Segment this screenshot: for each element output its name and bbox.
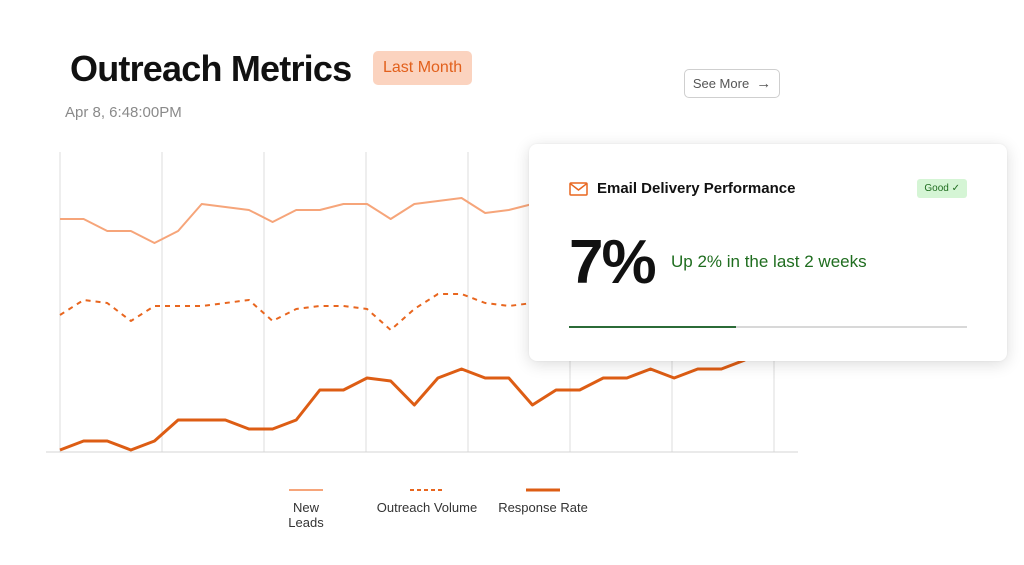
progress-fill: [569, 326, 737, 328]
card-header: Email Delivery Performance: [569, 180, 795, 197]
legend-swatch-response-rate: [526, 488, 560, 492]
see-more-button[interactable]: See More →: [684, 69, 780, 98]
legend-item-outreach-volume: Outreach Volume: [373, 488, 481, 515]
page-title: Outreach Metrics: [70, 48, 352, 89]
legend-item-new-leads: New Leads: [274, 488, 338, 530]
legend-label-response-rate: Response Rate: [498, 500, 588, 515]
timestamp: Apr 8, 6:48:00PM: [65, 104, 182, 121]
series-line-response-rate: [59, 358, 746, 452]
mail-icon: [569, 181, 588, 196]
legend-item-response-rate: Response Rate: [497, 488, 589, 515]
arrow-right-icon: →: [756, 75, 772, 92]
chart-legend: New Leads Outreach Volume Response Rate: [0, 488, 700, 530]
status-label: Good: [924, 183, 949, 194]
card-title: Email Delivery Performance: [597, 180, 796, 197]
legend-swatch-new-leads: [289, 489, 323, 491]
period-badge[interactable]: Last Month: [373, 51, 473, 85]
email-delivery-card[interactable]: Email Delivery Performance Good ✓ 7% Up …: [529, 144, 1007, 361]
status-badge: Good ✓: [917, 179, 967, 198]
metric-value: 7%: [569, 228, 657, 297]
legend-label-new-leads: New Leads: [288, 500, 324, 530]
progress-track: [569, 326, 967, 328]
check-icon: ✓: [951, 183, 960, 194]
metric-trend: Up 2% in the last 2 weeks: [671, 252, 867, 271]
legend-label-outreach-volume: Outreach Volume: [376, 500, 478, 515]
legend-swatch-outreach-volume: [410, 489, 444, 491]
see-more-label: See More: [692, 76, 750, 91]
